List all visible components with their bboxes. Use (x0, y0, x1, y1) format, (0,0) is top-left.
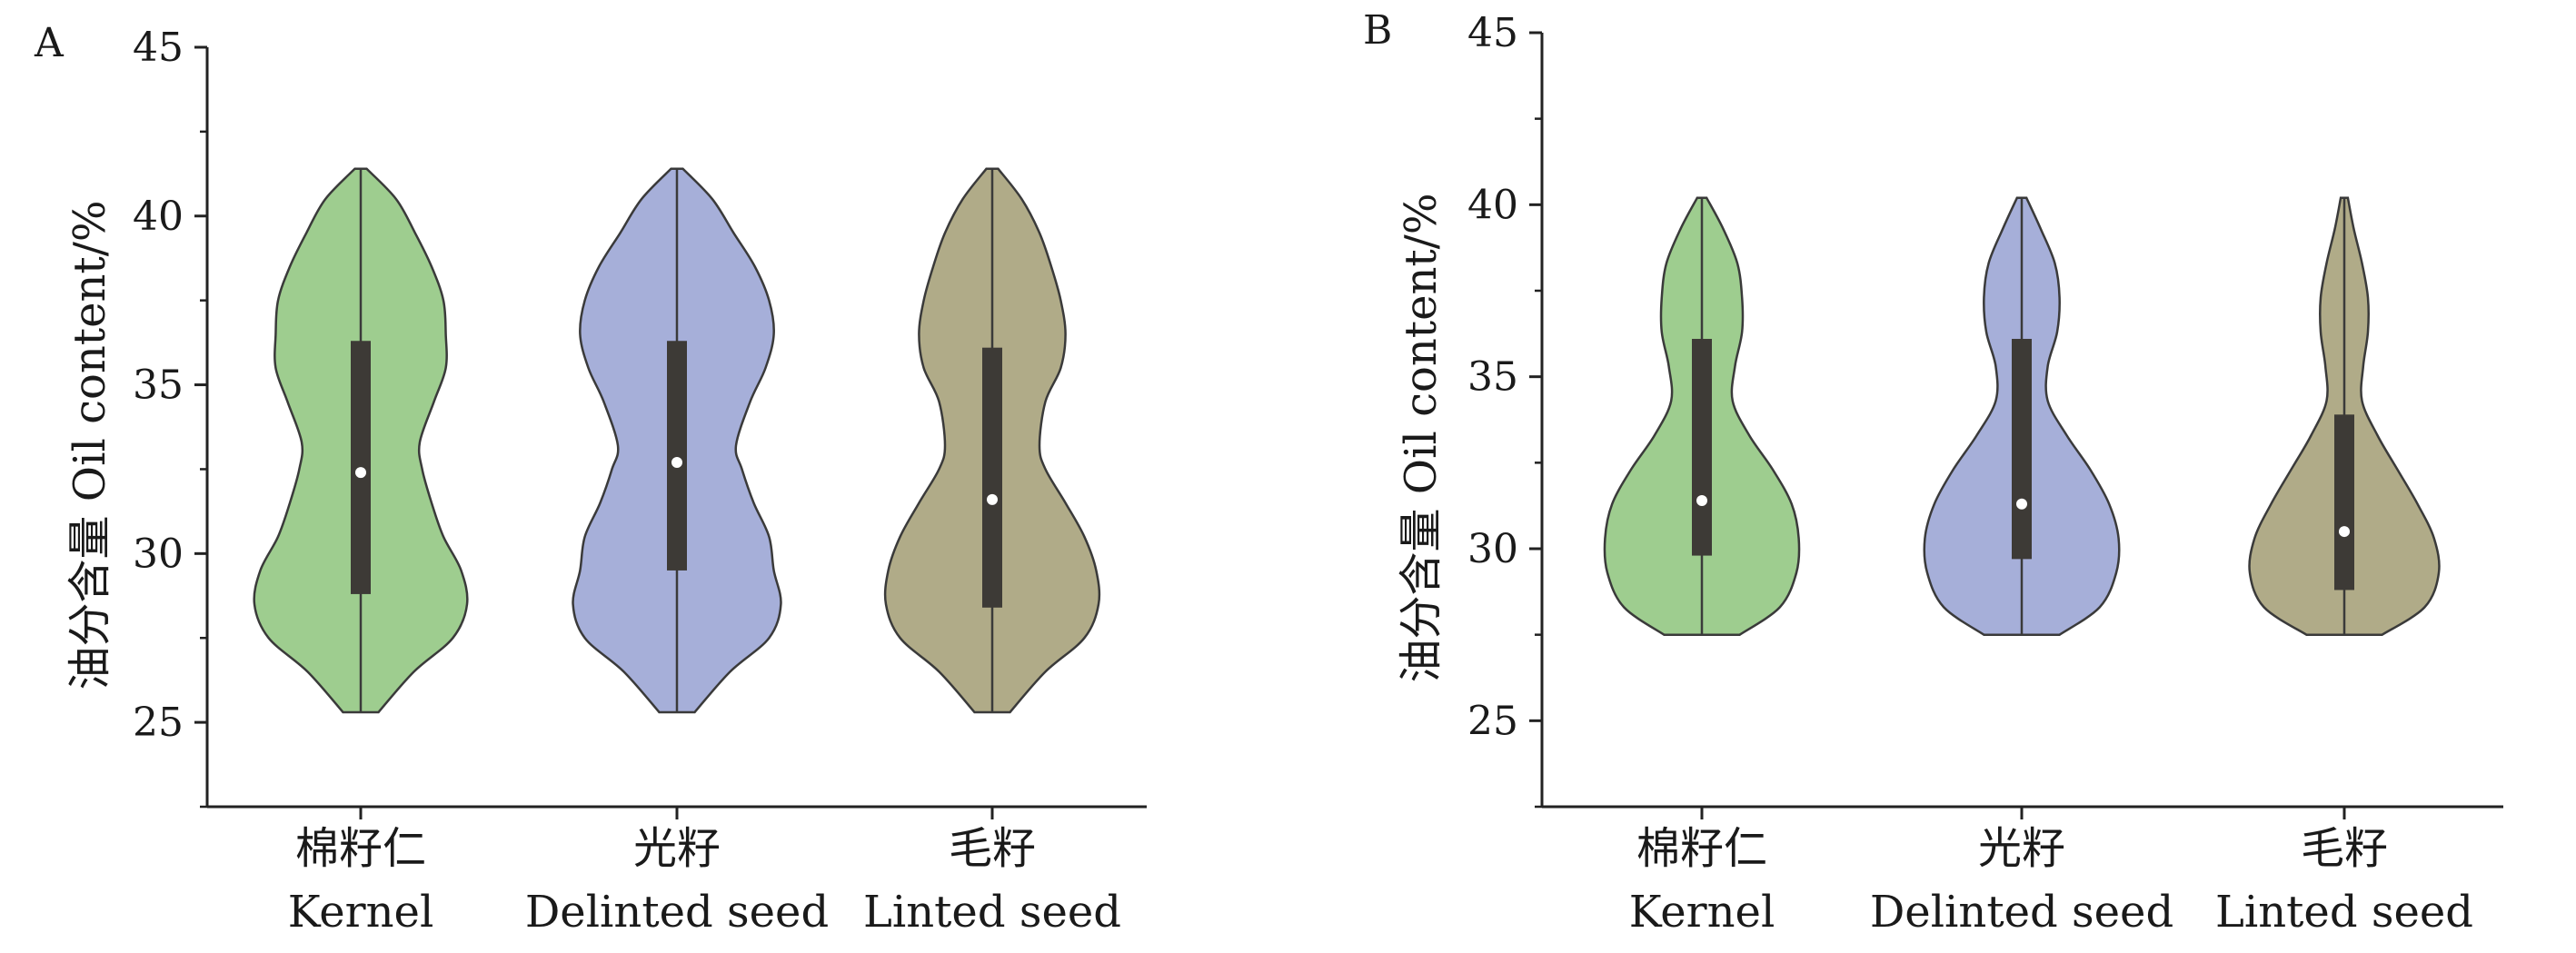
violin-1 (253, 167, 469, 714)
violin-1 (1603, 196, 1801, 636)
violin-2 (1923, 196, 2121, 636)
y-tick-label: 30 (133, 531, 184, 577)
y-tick-label: 40 (133, 194, 184, 240)
x-tick-label-en: Delinted seed (1870, 887, 2173, 938)
violin-3 (883, 167, 1101, 714)
panel-label: B (1363, 7, 1392, 54)
median-point (1696, 494, 1707, 506)
y-tick-label: 35 (1467, 354, 1518, 401)
iqr-box (982, 347, 1002, 608)
median-point (2016, 498, 2027, 510)
chart-panel-B: B 25 30 35 40 45 油分含量 Oil content/% 棉籽仁 Kernel 光籽… (1363, 7, 2503, 938)
median-point (2339, 526, 2350, 538)
x-tick-label-en: Linted seed (2215, 887, 2473, 938)
y-tick-label: 35 (133, 362, 184, 409)
x-tick-label-cn: 光籽 (633, 823, 721, 874)
y-tick-label: 40 (1467, 182, 1518, 228)
x-tick-label-cn: 光籽 (1978, 823, 2065, 874)
x-tick-label-cn: 毛籽 (949, 823, 1036, 874)
x-tick-label-cn: 棉籽仁 (1636, 823, 1767, 874)
y-tick-label: 25 (133, 700, 184, 746)
iqr-box (1692, 339, 1712, 556)
median-point (355, 467, 366, 479)
violin-2 (572, 167, 782, 714)
median-point (987, 493, 998, 505)
y-tick-label: 25 (1467, 698, 1518, 744)
x-tick-label-en: Kernel (1629, 887, 1775, 938)
median-point (671, 457, 682, 469)
x-tick-label-en: Linted seed (863, 887, 1121, 938)
chart-panel-A: A 25 30 35 40 45 油分含量 Oil content/% 棉籽仁 Kernel 光籽… (34, 20, 1147, 938)
x-tick-label-en: Kernel (288, 887, 434, 938)
iqr-box (667, 341, 687, 571)
iqr-box (2012, 339, 2032, 560)
x-tick-label-cn: 棉籽仁 (295, 823, 426, 874)
panel-label: A (34, 20, 65, 66)
y-tick-label: 45 (133, 25, 184, 71)
iqr-box (2334, 414, 2354, 591)
x-tick-label-cn: 毛籽 (2301, 823, 2388, 874)
x-tick-label-en: Delinted seed (525, 887, 829, 938)
y-axis-label: 油分含量 Oil content/% (1396, 194, 1447, 683)
y-tick-label: 45 (1467, 10, 1518, 56)
y-axis-label: 油分含量 Oil content/% (65, 201, 115, 690)
y-tick-label: 30 (1467, 526, 1518, 572)
violin-3 (2248, 196, 2441, 636)
